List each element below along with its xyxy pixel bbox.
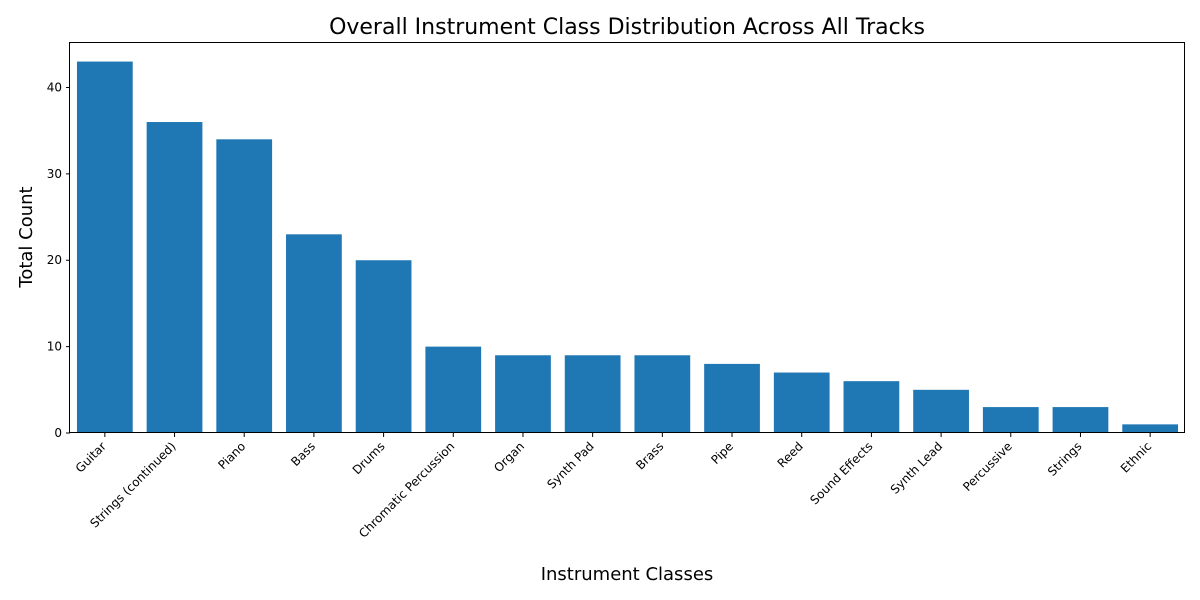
x-tick-label: Synth Lead xyxy=(888,439,945,496)
x-tick-label: Reed xyxy=(775,439,806,470)
bar-bass xyxy=(286,234,342,433)
bar-ethnic xyxy=(1122,424,1179,433)
bar-organ xyxy=(495,355,551,433)
x-tick-label: Strings xyxy=(1045,439,1085,479)
bar-sound-effects xyxy=(843,381,900,433)
bar-reed xyxy=(773,372,830,433)
plot-frame xyxy=(69,42,1185,433)
x-tick-label: Bass xyxy=(288,439,318,469)
bar-synth-pad xyxy=(564,355,621,433)
bar-chromatic-percussion xyxy=(425,346,482,433)
bar-strings-continued xyxy=(146,122,203,433)
x-tick-label: Drums xyxy=(350,439,388,477)
bar-brass xyxy=(634,355,691,433)
y-axis: 0 10 20 30 40 xyxy=(47,80,70,440)
x-tick-label: Guitar xyxy=(73,439,109,475)
chart-title: Overall Instrument Class Distribution Ac… xyxy=(329,15,925,40)
x-axis-title: Instrument Classes xyxy=(541,564,714,585)
y-tick-label: 30 xyxy=(47,167,62,181)
x-tick-label: Sound Effects xyxy=(807,439,875,507)
x-tick-label: Percussive xyxy=(960,439,1015,494)
bar-strings xyxy=(1052,407,1109,433)
y-axis-title: Total Count xyxy=(16,186,37,288)
bar-synth-lead xyxy=(913,389,969,433)
x-tick-label: Brass xyxy=(633,439,666,472)
x-tick-label: Synth Pad xyxy=(544,439,596,491)
bar-percussive xyxy=(982,407,1039,433)
y-tick-label: 40 xyxy=(47,80,62,94)
x-tick-label: Ethnic xyxy=(1118,439,1154,475)
bar-pipe xyxy=(704,363,760,433)
x-tick-label: Pipe xyxy=(708,439,736,467)
bars-group xyxy=(76,61,1179,433)
x-tick-label: Piano xyxy=(215,439,248,472)
y-tick-label: 10 xyxy=(47,340,62,354)
bar-drums xyxy=(355,260,412,433)
bar-guitar xyxy=(76,61,133,433)
y-tick-label: 0 xyxy=(54,426,62,440)
y-tick-label: 20 xyxy=(47,253,62,267)
bar-piano xyxy=(216,139,273,433)
x-tick-label: Organ xyxy=(491,439,527,475)
